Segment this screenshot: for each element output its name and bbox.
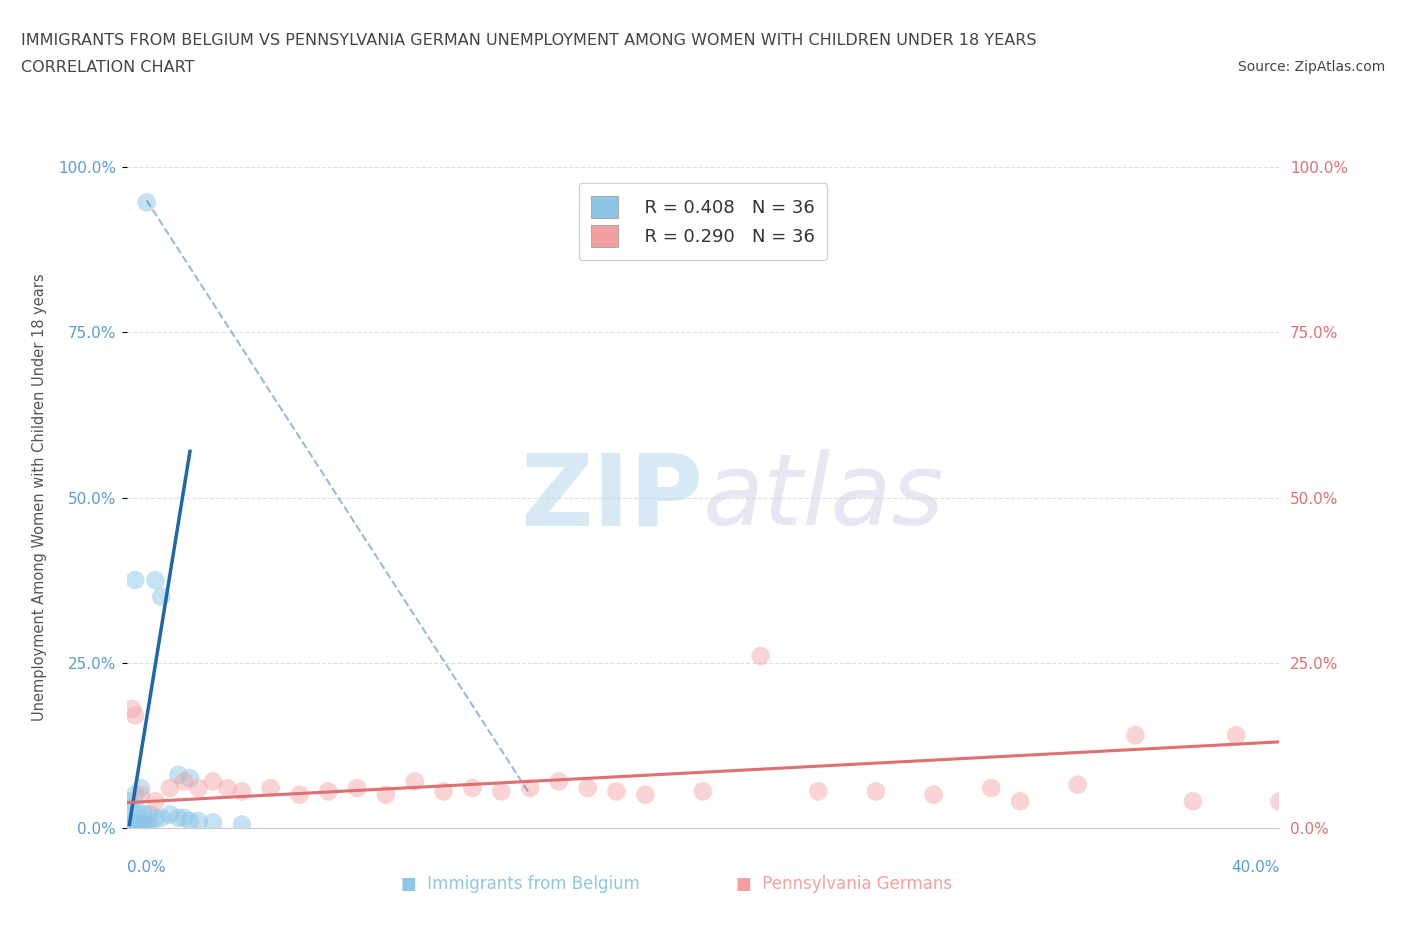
Point — [187, 814, 209, 829]
Point — [374, 787, 398, 802]
Y-axis label: Unemployment Among Women with Children Under 18 years: Unemployment Among Women with Children U… — [32, 273, 46, 722]
Point — [259, 780, 281, 795]
Point — [124, 708, 146, 723]
Point — [634, 787, 657, 802]
Point — [1225, 728, 1247, 743]
Point — [217, 780, 239, 795]
Point — [145, 573, 166, 588]
Point — [173, 810, 195, 825]
Point — [980, 780, 1002, 795]
Point — [121, 818, 143, 833]
Point — [159, 780, 181, 795]
Point — [124, 787, 146, 802]
Text: IMMIGRANTS FROM BELGIUM VS PENNSYLVANIA GERMAN UNEMPLOYMENT AMONG WOMEN WITH CHI: IMMIGRANTS FROM BELGIUM VS PENNSYLVANIA … — [21, 33, 1036, 47]
Point — [127, 817, 149, 831]
Point — [150, 590, 173, 604]
Legend:   R = 0.408   N = 36,   R = 0.290   N = 36: R = 0.408 N = 36, R = 0.290 N = 36 — [579, 183, 827, 259]
Text: ZIP: ZIP — [520, 449, 703, 546]
Point — [159, 807, 181, 822]
Point — [187, 780, 209, 795]
Text: 40.0%: 40.0% — [1232, 860, 1279, 875]
Point — [135, 817, 157, 832]
Point — [865, 784, 887, 799]
Point — [118, 814, 141, 829]
Point — [1123, 728, 1146, 743]
Point — [124, 819, 146, 834]
Point — [129, 817, 152, 831]
Text: ■  Pennsylvania Germans: ■ Pennsylvania Germans — [735, 875, 952, 893]
Point — [138, 807, 160, 822]
Point — [132, 817, 155, 832]
Text: CORRELATION CHART: CORRELATION CHART — [21, 60, 194, 75]
Point — [121, 819, 143, 834]
Point — [489, 784, 512, 799]
Point — [1268, 794, 1291, 809]
Point — [922, 787, 945, 802]
Point — [288, 787, 311, 802]
Point — [145, 810, 166, 825]
Point — [118, 818, 141, 833]
Point — [121, 801, 143, 816]
Point — [129, 780, 152, 795]
Point — [1181, 794, 1204, 809]
Point — [124, 573, 146, 588]
Point — [318, 784, 340, 799]
Point — [179, 814, 201, 829]
Point — [167, 810, 190, 825]
Point — [346, 780, 368, 795]
Point — [129, 787, 152, 802]
Point — [135, 195, 157, 210]
Point — [433, 784, 456, 799]
Point — [519, 780, 541, 795]
Point — [692, 784, 714, 799]
Point — [202, 774, 225, 789]
Point — [138, 818, 160, 833]
Text: ■  Immigrants from Belgium: ■ Immigrants from Belgium — [401, 875, 640, 893]
Point — [1067, 777, 1090, 792]
Text: Source: ZipAtlas.com: Source: ZipAtlas.com — [1237, 60, 1385, 74]
Point — [749, 648, 772, 663]
Point — [605, 784, 627, 799]
Point — [202, 815, 225, 830]
Point — [150, 810, 173, 825]
Point — [231, 817, 253, 831]
Point — [118, 819, 141, 834]
Point — [118, 794, 141, 809]
Point — [121, 815, 143, 830]
Point — [173, 774, 195, 789]
Point — [231, 784, 253, 799]
Text: atlas: atlas — [703, 449, 945, 546]
Point — [1008, 794, 1031, 809]
Point — [807, 784, 830, 799]
Point — [179, 771, 201, 786]
Point — [124, 819, 146, 834]
Point — [124, 817, 146, 831]
Point — [548, 774, 571, 789]
Point — [576, 780, 599, 795]
Point — [167, 767, 190, 782]
Point — [127, 804, 149, 818]
Text: 0.0%: 0.0% — [127, 860, 166, 875]
Point — [132, 807, 155, 822]
Point — [121, 701, 143, 716]
Point — [145, 794, 166, 809]
Point — [461, 780, 484, 795]
Point — [404, 774, 426, 789]
